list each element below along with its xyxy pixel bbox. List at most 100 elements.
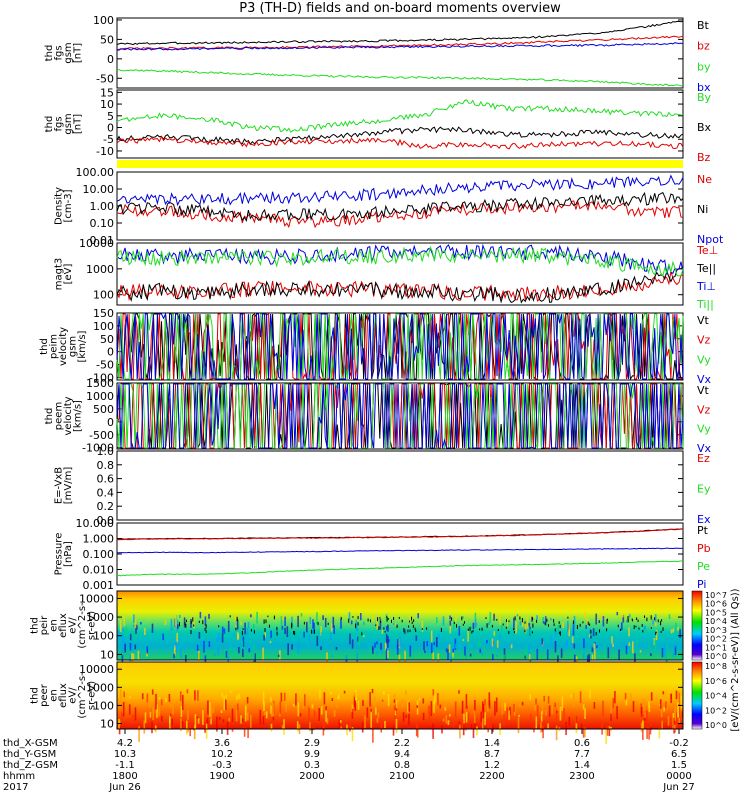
spectrogram-cell: [125, 626, 128, 636]
y-tick-label: 1000: [86, 681, 114, 694]
spectrogram-cell: [571, 636, 574, 643]
spectrogram-cell: [627, 616, 629, 621]
panel-frame: [116, 242, 684, 306]
spectrogram-cell: [668, 614, 671, 620]
spectrogram-cell: [247, 712, 249, 721]
spectrogram-cell: [449, 615, 451, 620]
y-tick-label: 0.100: [83, 548, 115, 561]
spectrogram-cell: [494, 701, 496, 716]
spectrogram-cell: [660, 630, 662, 633]
x-row-value: 7.7: [574, 749, 590, 760]
spectrogram-fill: [117, 662, 683, 729]
spectrogram-cell: [650, 726, 652, 730]
spectrogram-cell: [449, 714, 451, 717]
spectrogram-cell: [291, 622, 293, 627]
spectrogram-cell: [121, 655, 124, 666]
spectrogram-cell: [122, 701, 125, 717]
spectrogram-cell: [358, 634, 360, 646]
spectrogram-cell: [593, 643, 596, 649]
spectrogram-cell: [376, 651, 378, 654]
y-tick-label: 15: [100, 86, 114, 99]
spectrogram-cell: [160, 699, 163, 706]
spectrogram-cell: [514, 616, 516, 621]
spectrogram-cell: [384, 631, 386, 633]
spectrogram-cell: [357, 622, 359, 626]
spectrogram-cell: [432, 723, 434, 739]
spectrogram-cell: [469, 653, 472, 657]
spectrogram-cell: [360, 613, 362, 621]
spectrogram-cell: [364, 715, 366, 729]
spectrogram-cell: [276, 631, 278, 636]
spectrogram-cell: [396, 644, 399, 655]
spectrogram-cell: [590, 629, 592, 634]
spectrogram-cell: [670, 693, 672, 703]
spectrogram-cell: [602, 700, 604, 716]
spectrogram-cell: [354, 692, 356, 698]
spectrogram-cell: [226, 721, 229, 735]
spectrogram-cell: [404, 629, 406, 634]
spectrogram-cell: [284, 616, 286, 627]
spectrogram-cell: [428, 712, 431, 725]
spectrogram-cell: [674, 706, 676, 721]
spectrogram-cell: [200, 641, 202, 647]
spectrogram-cell: [484, 712, 486, 726]
spectrogram-cell: [542, 724, 544, 739]
spectrogram-cell: [461, 719, 464, 730]
spectrogram-cell: [312, 698, 315, 706]
spectrogram-cell: [124, 691, 126, 694]
spectrogram-cell: [432, 689, 435, 696]
spectrogram-cell: [481, 718, 484, 729]
spectrogram-cell: [653, 638, 656, 646]
spectrogram-cell: [401, 619, 403, 623]
spectrogram-cell: [225, 651, 228, 658]
spectrogram-cell: [136, 625, 138, 630]
spectrogram-cell: [385, 648, 388, 660]
spectrogram-cell: [233, 633, 235, 637]
spectrogram-cell: [534, 703, 536, 711]
spectrogram-cell: [338, 719, 341, 728]
spectrogram-cell: [661, 648, 664, 658]
spectrogram-cell: [351, 727, 354, 742]
series-line-Ni: [116, 191, 684, 222]
spectrogram-cell: [447, 648, 449, 660]
spectrogram-cell: [648, 642, 650, 650]
spectrogram-cell: [394, 622, 397, 626]
panel-peir-eflux: 10000 1000 100 10 thdpeirenefluxeV/(cm^2-s-s…: [30, 590, 684, 668]
spectrogram-cell: [475, 623, 478, 626]
legend-label: Vt: [697, 314, 710, 327]
y-axis-label: en: [49, 689, 60, 702]
spectrogram-cell: [541, 702, 544, 715]
x-row-value: 2.2: [394, 738, 410, 749]
spectrogram-cell: [221, 693, 224, 698]
spectrogram-cell: [242, 628, 244, 631]
spectrogram-cell: [621, 622, 623, 631]
spectrogram-cell: [614, 691, 616, 704]
spectrogram-cell: [174, 647, 176, 656]
legend-label: Vx: [697, 442, 712, 455]
spectrogram-cell: [589, 623, 591, 626]
colorbar-tick-label: 10^7: [705, 591, 727, 600]
spectrogram-cell: [321, 706, 323, 715]
spectrogram-cell: [439, 704, 442, 709]
spectrogram-cell: [380, 719, 383, 733]
series-line-Pe: [116, 560, 684, 577]
spectrogram-cell: [297, 641, 300, 654]
x-row-value: 1.4: [574, 760, 590, 771]
x-row-label: hhmm: [3, 771, 35, 782]
spectrogram-cell: [648, 701, 650, 708]
spectrogram-cell: [506, 707, 508, 722]
spectrogram-cell: [308, 707, 310, 720]
spectrogram-cell: [283, 719, 285, 735]
spectrogram-cell: [570, 694, 572, 698]
spectrogram-cell: [253, 643, 255, 651]
spectrogram-cell: [357, 615, 359, 620]
spectrogram-cell: [340, 618, 342, 629]
spectrogram-cell: [413, 619, 415, 623]
spectrogram-cell: [581, 723, 583, 730]
legend-label: bx: [697, 81, 711, 94]
spectrogram-cell: [372, 614, 374, 623]
spectrogram-cell: [205, 723, 208, 739]
spectrogram-cell: [453, 622, 455, 624]
series-line-Te⊥: [116, 271, 684, 302]
